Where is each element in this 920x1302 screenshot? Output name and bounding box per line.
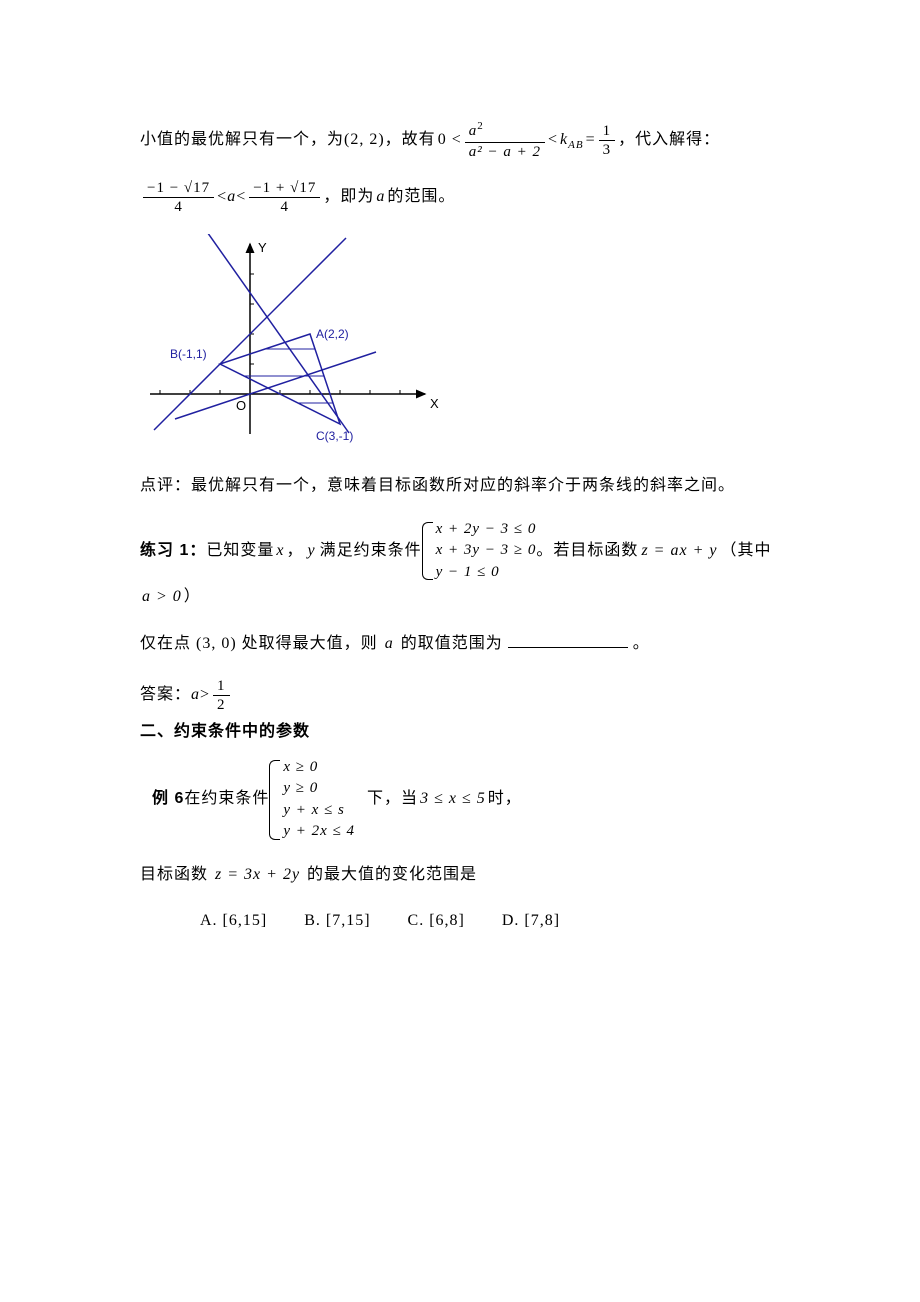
ans1-a: a [191,681,200,710]
ex6-mid: 下，当 [367,785,418,814]
ex1-pre: 已知变量 [206,537,274,566]
feasible-region-graph: X Y O A(2,2) B(-1,1) C(3,-1) [140,234,440,454]
svg-text:X: X [430,396,439,411]
choice-c: C. [6,8] [408,912,465,929]
ex1b-end: 。 [633,635,650,652]
p1-pre: 小值的最优解只有一个，为 [140,126,344,155]
answer-choices: A. [6,15] B. [7,15] C. [6,8] D. [7,8] [140,907,780,936]
p1-zero-lt: 0 < [438,126,462,155]
ex1-mid: 满足约束条件 [320,537,422,566]
svg-text:C(3,-1): C(3,-1) [316,429,353,443]
answer-1: 答案： a > 1 2 [140,677,780,714]
ans1-gt: > [200,681,210,710]
ans1-frac: 1 2 [213,677,230,714]
p1-post: ，代入解得： [618,126,720,155]
ex1-post1: 。若目标函数 [536,537,638,566]
choice-d: D. [7,8] [502,912,560,929]
comment-paragraph: 点评：最优解只有一个，意味着目标函数所对应的斜率介于两条线的斜率之间。 [140,472,780,501]
section-2-heading: 二、约束条件中的参数 [140,718,780,747]
p1-kab: kAB [560,126,584,156]
exercise-1-line2: 仅在点 (3, 0) 处取得最大值，则 a 的取值范围为 。 [140,630,780,659]
ex1b-pre: 仅在点 [140,635,191,652]
answer-blank [508,631,628,648]
ex1-post3: ） [184,583,201,612]
ex1b-pt: (3, 0) [196,635,237,652]
ex1-label: 练习 1： [140,537,206,566]
p1-eq: = [586,126,596,155]
exercise-1: 练习 1： 已知变量 x ， y 满足约束条件 x + 2y − 3 ≤ 0 x… [140,519,780,612]
p2-frac2: −1 + √17 4 [249,179,320,216]
choice-b: B. [7,15] [304,912,370,929]
p1-frac1: a2 a² − a + 2 [465,120,545,161]
ex1-system: x + 2y − 3 ≤ 0 x + 3y − 3 ≥ 0 y − 1 ≤ 0 [422,519,537,584]
ex6-range: 3 ≤ x ≤ 5 [420,785,486,814]
svg-text:A(2,2): A(2,2) [316,327,349,341]
ex6-label: 例 6 [152,785,184,814]
ex1b-mid: 处取得最大值，则 [242,635,378,652]
p2-frac1: −1 − √17 4 [143,179,214,216]
plast-pre: 目标函数 [140,866,208,883]
ex6-post: 时， [488,785,522,814]
paragraph-1: 小值的最优解只有一个，为 (2, 2) ，故有 0 < a2 a² − a + … [140,120,780,161]
target-function-paragraph: 目标函数 z = 3x + 2y 的最大值的变化范围是 [140,861,780,890]
ex1-y: y [308,537,316,566]
svg-text:B(-1,1): B(-1,1) [170,347,207,361]
example-6: 例 6 在约束条件 x ≥ 0 y ≥ 0 y + x ≤ s y + 2x ≤… [140,757,780,843]
p2-post: ，即为 [323,183,374,212]
plast-post: 的最大值的变化范围是 [307,866,477,883]
ex6-system: x ≥ 0 y ≥ 0 y + x ≤ s y + 2x ≤ 4 [269,757,355,843]
ex1-post2: （其中 [720,537,771,566]
ex1b-a: a [385,635,394,652]
document-page: 小值的最优解只有一个，为 (2, 2) ，故有 0 < a2 a² − a + … [0,0,920,1302]
p2-range: 的范围。 [387,183,455,212]
p2-lt2: < [236,183,246,212]
p1-frac2: 1 3 [599,122,616,159]
ex1-cond: a > 0 [142,583,182,612]
p2-a: a [227,183,236,212]
p2-lt1: < [217,183,227,212]
ex6-pre: 在约束条件 [184,785,269,814]
p1-point: (2, 2) [344,126,385,155]
ans1-label: 答案： [140,681,191,710]
ex1-z: z = ax + y [641,537,717,566]
ex1-x: x [276,537,284,566]
ex1b-post: 的取值范围为 [401,635,503,652]
ex1-comma: ， [286,537,303,566]
svg-text:Y: Y [258,240,267,255]
p2-a2: a [376,183,385,212]
p1-lt: < [548,126,558,155]
paragraph-2: −1 − √17 4 < a < −1 + √17 4 ，即为 a 的范围。 [140,179,780,216]
choice-a: A. [6,15] [200,912,267,929]
plast-z: z = 3x + 2y [215,866,300,883]
p1-mid: ，故有 [385,126,436,155]
svg-text:O: O [236,398,246,413]
